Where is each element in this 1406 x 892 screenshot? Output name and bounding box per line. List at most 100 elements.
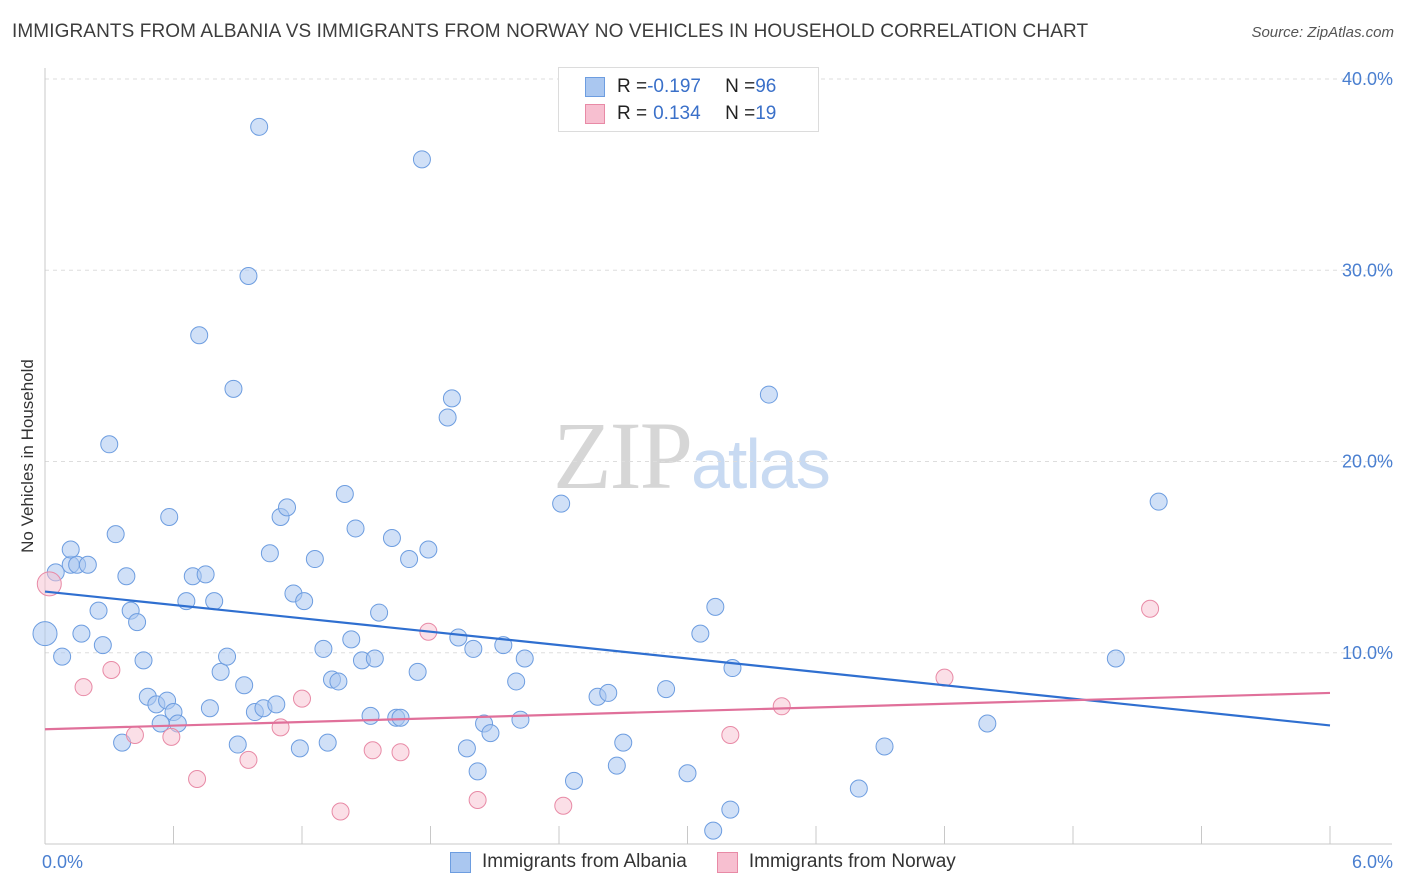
data-points bbox=[32, 117, 1168, 840]
norway-point bbox=[468, 791, 487, 810]
y-tick-labels: 10.0% 20.0% 30.0% 40.0% bbox=[1342, 69, 1393, 663]
albania-point bbox=[564, 771, 583, 790]
albania-point bbox=[721, 800, 740, 819]
y-tick-label: 10.0% bbox=[1342, 643, 1393, 663]
albania-point bbox=[607, 756, 626, 775]
y-axis-label: No Vehicles in Household bbox=[18, 359, 37, 553]
albania-point bbox=[599, 683, 618, 702]
albania-point bbox=[481, 724, 500, 743]
legend-n-value-albania: 96 bbox=[755, 76, 777, 97]
albania-point bbox=[335, 485, 354, 504]
stats-legend: R = -0.197 N = 96 R = 0.134 N = 19 bbox=[558, 67, 819, 132]
albania-point bbox=[442, 389, 461, 408]
source-label: Source: ZipAtlas.com bbox=[1251, 24, 1394, 41]
albania-point bbox=[295, 592, 314, 611]
x-tick-label-max: 6.0% bbox=[1351, 852, 1393, 872]
albania-point bbox=[228, 735, 247, 754]
albania-point bbox=[391, 708, 410, 727]
albania-point bbox=[329, 672, 348, 691]
chart-title: IMMIGRANTS FROM ALBANIA VS IMMIGRANTS FR… bbox=[12, 21, 1089, 42]
albania-point bbox=[400, 550, 419, 569]
norway-point bbox=[721, 725, 740, 744]
norway-point bbox=[74, 678, 93, 697]
albania-point bbox=[494, 636, 513, 655]
albania-point bbox=[32, 621, 58, 647]
albania-point bbox=[160, 507, 179, 526]
albania-point bbox=[224, 379, 243, 398]
y-tick-label: 30.0% bbox=[1342, 260, 1393, 280]
albania-point bbox=[235, 676, 254, 695]
legend-n-value-norway: 19 bbox=[755, 103, 777, 124]
albania-point bbox=[704, 821, 723, 840]
albania-point bbox=[117, 567, 136, 586]
legend-r-label-norway: R = bbox=[617, 103, 648, 124]
watermark-atlas: atlas bbox=[691, 425, 831, 503]
norway-point bbox=[554, 796, 573, 815]
norway-trend-line bbox=[44, 691, 1331, 731]
norway-point bbox=[125, 725, 144, 744]
albania-point bbox=[314, 639, 333, 658]
albania-point bbox=[978, 714, 997, 733]
norway-point bbox=[331, 802, 350, 821]
norway-point bbox=[162, 727, 181, 746]
norway-point bbox=[36, 571, 62, 597]
series-legend-albania: Immigrants from Albania bbox=[450, 851, 687, 873]
albania-point bbox=[449, 628, 468, 647]
albania-point bbox=[72, 624, 91, 643]
albania-point bbox=[128, 613, 147, 632]
legend-n-label-albania: N = bbox=[725, 76, 756, 97]
legend-row-albania: R = -0.197 N = 96 bbox=[585, 74, 776, 100]
norway-point bbox=[772, 697, 791, 716]
albania-point bbox=[759, 385, 778, 404]
albania-point bbox=[93, 636, 112, 655]
albania-point bbox=[218, 647, 237, 666]
albania-point bbox=[196, 565, 215, 584]
albania-point bbox=[657, 680, 676, 699]
albania-point bbox=[552, 494, 571, 513]
albania-point bbox=[511, 710, 530, 729]
albania-point bbox=[346, 519, 365, 538]
series-label-norway: Immigrants from Norway bbox=[748, 851, 956, 872]
albania-point bbox=[365, 649, 384, 668]
norway-point bbox=[102, 660, 121, 679]
norway-point bbox=[1141, 599, 1160, 618]
albania-point bbox=[61, 540, 80, 559]
y-tick-label: 40.0% bbox=[1342, 69, 1393, 89]
grid-lines bbox=[45, 78, 1392, 654]
albania-point bbox=[100, 435, 119, 454]
albania-point bbox=[382, 529, 401, 547]
axes bbox=[44, 68, 1392, 845]
albania-point bbox=[190, 326, 209, 345]
albania-point bbox=[678, 764, 697, 783]
albania-point bbox=[267, 695, 286, 714]
norway-point bbox=[391, 743, 410, 762]
watermark-zip: ZIP bbox=[553, 402, 693, 509]
albania-point bbox=[361, 706, 380, 725]
series-swatch-norway bbox=[716, 851, 738, 873]
albania-point bbox=[515, 649, 534, 668]
albania-point bbox=[239, 266, 258, 285]
watermark: ZIPatlas bbox=[553, 400, 831, 511]
albania-point bbox=[53, 647, 72, 666]
legend-r-label-albania: R = bbox=[617, 76, 648, 97]
y-tick-label: 20.0% bbox=[1342, 452, 1393, 472]
albania-point bbox=[278, 498, 297, 517]
legend-swatch-norway bbox=[585, 104, 605, 124]
albania-point bbox=[408, 662, 427, 681]
norway-point bbox=[293, 689, 311, 708]
norway-point bbox=[239, 750, 258, 769]
albania-point bbox=[691, 624, 710, 643]
albania-point bbox=[134, 651, 153, 670]
legend-n-label-norway: N = bbox=[725, 103, 756, 124]
norway-point bbox=[363, 741, 382, 760]
x-tick-label-min: 0.0% bbox=[42, 852, 84, 872]
legend-row-norway: R = 0.134 N = 19 bbox=[585, 101, 776, 127]
albania-point bbox=[305, 550, 324, 569]
albania-point bbox=[290, 739, 309, 758]
albania-point bbox=[205, 592, 224, 611]
albania-point bbox=[1149, 492, 1168, 511]
albania-point bbox=[342, 630, 361, 649]
albania-point bbox=[89, 601, 108, 620]
albania-point bbox=[200, 699, 219, 718]
